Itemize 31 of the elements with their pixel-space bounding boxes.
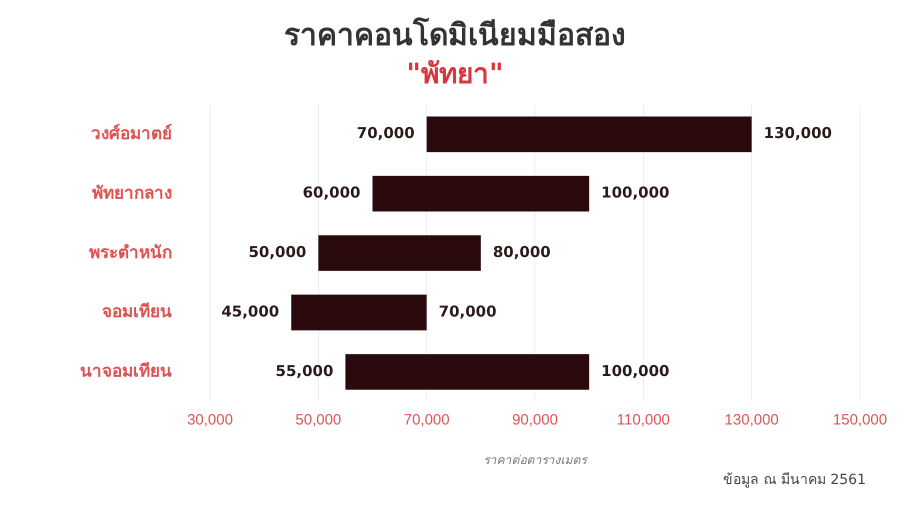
y-tick-label: นาจอมเทียน	[80, 360, 172, 381]
x-axis-title: ราคาต่อตารางเมตร	[484, 453, 588, 468]
annotation: 100,000	[601, 184, 670, 202]
bar	[372, 176, 590, 212]
annotation: 70,000	[356, 124, 415, 142]
y-tick-label: วงศ์อมาตย์	[91, 122, 172, 143]
bar	[345, 354, 590, 390]
annotation: 100,000	[601, 362, 670, 380]
y-tick-label: พัทยากลาง	[92, 183, 172, 202]
chart-subtitle: "พัทยา"	[406, 57, 504, 90]
chart-title: ราคาคอนโดมิเนียมมือสอง	[284, 16, 626, 53]
bar	[426, 116, 752, 152]
x-tick-label: 70,000	[404, 412, 450, 429]
annotation: 55,000	[276, 362, 334, 380]
x-tick-label: 110,000	[616, 412, 670, 429]
text: ข้อมูล ณ มีนาคม 2561	[723, 471, 866, 490]
x-tick-label: 150,000	[832, 412, 888, 429]
annotation: 70,000	[438, 302, 497, 320]
bar	[291, 294, 427, 330]
y-tick-label: พระตำหนัก	[89, 242, 172, 262]
y-tick-label: จอมเทียน	[102, 301, 172, 322]
x-tick-label: 130,000	[724, 412, 779, 429]
bar	[318, 235, 481, 271]
annotation: 60,000	[302, 184, 360, 202]
annotation: 130,000	[764, 124, 832, 142]
annotation: 50,000	[248, 242, 306, 261]
annotation: 45,000	[221, 302, 280, 320]
annotation: 80,000	[492, 242, 551, 261]
x-tick-label: 50,000	[295, 412, 342, 429]
x-tick-label: 90,000	[512, 412, 558, 429]
x-tick-label: 30,000	[187, 412, 233, 429]
